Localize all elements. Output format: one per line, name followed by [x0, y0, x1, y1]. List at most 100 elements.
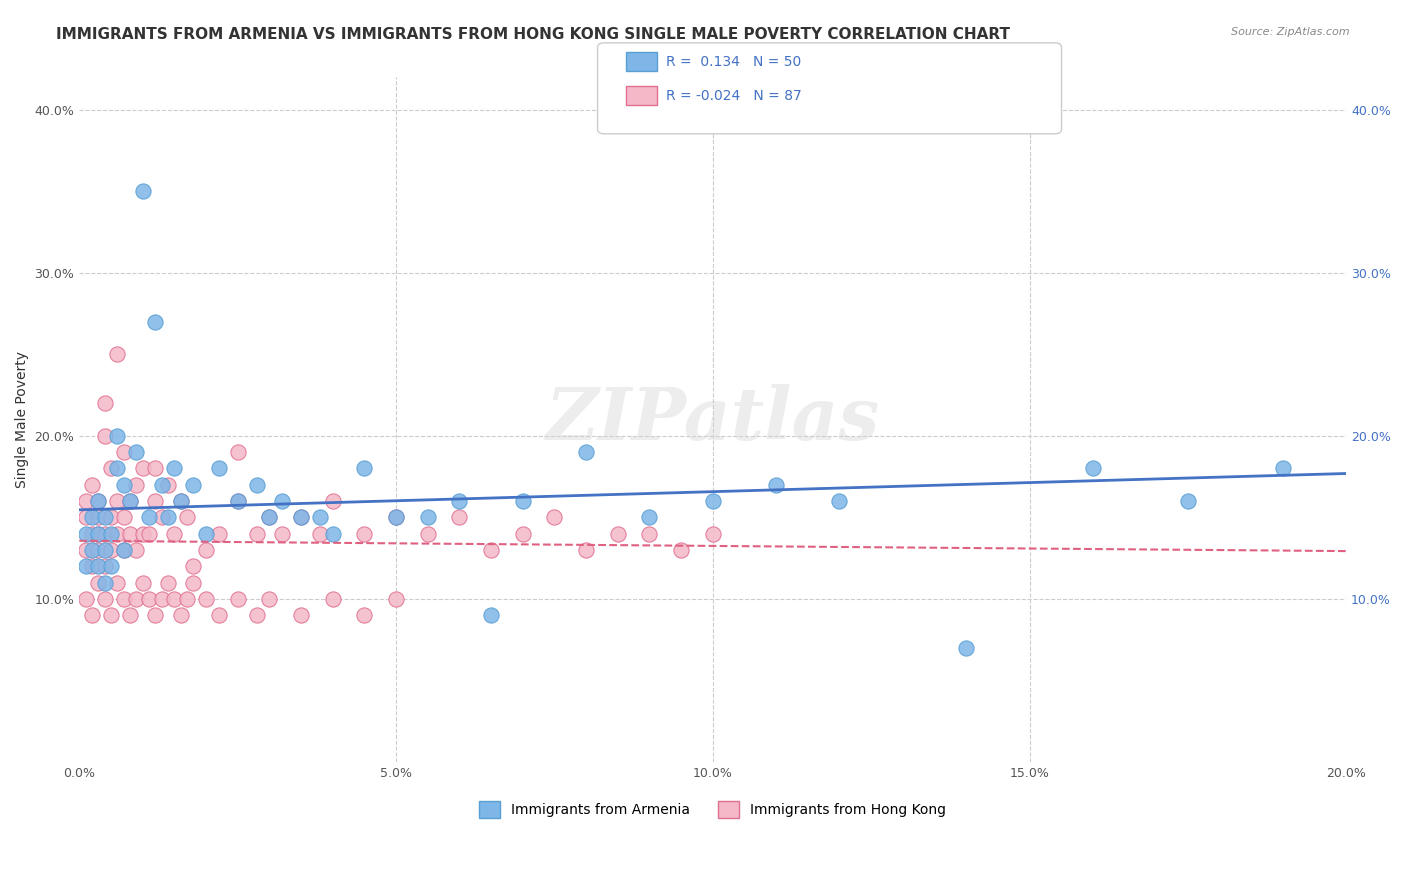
Point	[195, 543, 218, 558]
Point	[87, 543, 110, 558]
Point	[150, 510, 173, 524]
Legend: Immigrants from Armenia, Immigrants from Hong Kong: Immigrants from Armenia, Immigrants from…	[474, 795, 952, 823]
Point	[87, 526, 110, 541]
Point	[449, 510, 471, 524]
Point	[100, 510, 122, 524]
Point	[80, 526, 103, 541]
Point	[156, 477, 179, 491]
Point	[322, 591, 344, 606]
Point	[112, 543, 135, 558]
Text: Source: ZipAtlas.com: Source: ZipAtlas.com	[1232, 27, 1350, 37]
Point	[195, 591, 218, 606]
Point	[112, 543, 135, 558]
Text: ZIPatlas: ZIPatlas	[546, 384, 880, 455]
Y-axis label: Single Male Poverty: Single Male Poverty	[15, 351, 30, 488]
Point	[828, 494, 851, 508]
Point	[353, 526, 375, 541]
Point	[87, 559, 110, 574]
Point	[100, 543, 122, 558]
Point	[125, 591, 148, 606]
Point	[1177, 494, 1199, 508]
Point	[181, 559, 204, 574]
Point	[156, 575, 179, 590]
Point	[169, 608, 191, 623]
Point	[131, 185, 153, 199]
Point	[87, 494, 110, 508]
Point	[271, 494, 294, 508]
Point	[290, 510, 312, 524]
Point	[208, 608, 231, 623]
Point	[176, 510, 198, 524]
Point	[105, 526, 128, 541]
Point	[246, 526, 269, 541]
Point	[246, 608, 269, 623]
Point	[575, 543, 598, 558]
Point	[195, 526, 218, 541]
Point	[75, 543, 97, 558]
Point	[638, 510, 661, 524]
Point	[163, 526, 186, 541]
Point	[208, 461, 231, 475]
Point	[100, 608, 122, 623]
Point	[112, 477, 135, 491]
Point	[385, 591, 408, 606]
Point	[955, 640, 977, 655]
Point	[271, 526, 294, 541]
Point	[105, 575, 128, 590]
Point	[80, 510, 103, 524]
Point	[105, 429, 128, 443]
Point	[702, 526, 724, 541]
Point	[100, 461, 122, 475]
Point	[87, 494, 110, 508]
Point	[75, 559, 97, 574]
Point	[100, 559, 122, 574]
Point	[181, 477, 204, 491]
Point	[131, 575, 153, 590]
Point	[87, 510, 110, 524]
Point	[118, 494, 141, 508]
Point	[112, 510, 135, 524]
Point	[765, 477, 787, 491]
Point	[87, 575, 110, 590]
Point	[259, 510, 281, 524]
Point	[259, 510, 281, 524]
Point	[449, 494, 471, 508]
Point	[143, 315, 166, 329]
Point	[80, 477, 103, 491]
Point	[80, 608, 103, 623]
Point	[702, 494, 724, 508]
Point	[669, 543, 692, 558]
Point	[309, 510, 332, 524]
Point	[93, 526, 115, 541]
Point	[416, 510, 439, 524]
Point	[290, 510, 312, 524]
Point	[105, 494, 128, 508]
Point	[176, 591, 198, 606]
Point	[353, 608, 375, 623]
Point	[93, 510, 115, 524]
Point	[105, 347, 128, 361]
Point	[226, 445, 249, 459]
Point	[385, 510, 408, 524]
Point	[309, 526, 332, 541]
Point	[479, 608, 502, 623]
Point	[169, 494, 191, 508]
Point	[75, 591, 97, 606]
Point	[322, 526, 344, 541]
Point	[143, 608, 166, 623]
Point	[118, 526, 141, 541]
Point	[290, 608, 312, 623]
Point	[105, 461, 128, 475]
Point	[163, 591, 186, 606]
Point	[125, 477, 148, 491]
Point	[575, 445, 598, 459]
Point	[112, 591, 135, 606]
Point	[512, 526, 534, 541]
Point	[226, 494, 249, 508]
Point	[479, 543, 502, 558]
Point	[181, 575, 204, 590]
Point	[125, 543, 148, 558]
Point	[75, 494, 97, 508]
Point	[131, 461, 153, 475]
Point	[143, 494, 166, 508]
